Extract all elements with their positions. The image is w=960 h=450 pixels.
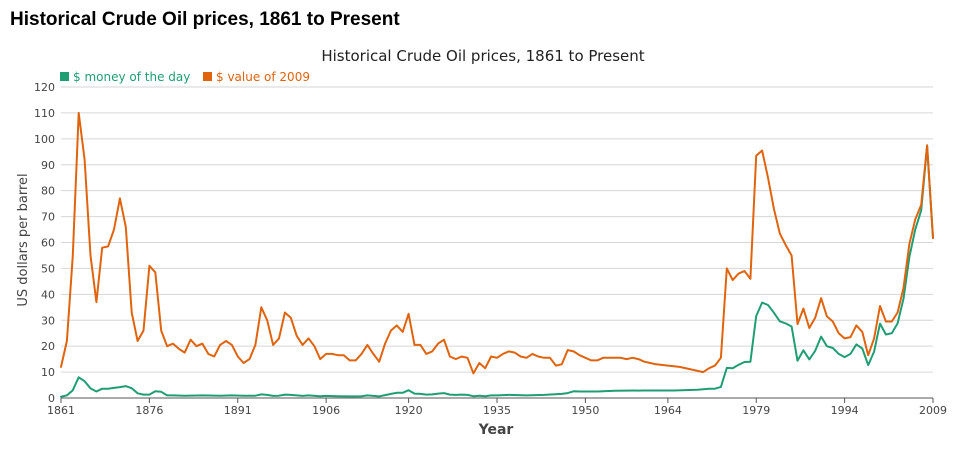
x-axis-title: Year — [478, 422, 514, 438]
legend: $ money of the day $ value of 2009 — [60, 70, 310, 84]
x-tick-label-2009: 2009 — [919, 404, 947, 417]
y-tick-label-120: 120 — [34, 81, 55, 94]
series-lines — [60, 111, 934, 398]
x-tick-label-1861: 1861 — [47, 404, 75, 417]
y-tick-label-40: 40 — [41, 288, 55, 301]
y-tick-label-10: 10 — [41, 366, 55, 379]
legend-item-value-of-2009[interactable]: $ value of 2009 — [203, 70, 310, 84]
series-line-money-of-the-day — [60, 144, 934, 398]
x-tick-label-1994: 1994 — [831, 404, 859, 417]
y-axis-ticks: 0 10 20 30 40 50 60 70 80 90 100 110 120 — [34, 81, 55, 405]
y-tick-label-70: 70 — [41, 211, 55, 224]
y-tick-label-110: 110 — [34, 107, 55, 120]
x-tick-label-1906: 1906 — [312, 404, 340, 417]
grid — [61, 86, 933, 373]
x-tick-label-1891: 1891 — [224, 404, 252, 417]
x-tick-label-1979: 1979 — [742, 404, 770, 417]
x-tick-label-1950: 1950 — [571, 404, 599, 417]
y-tick-label-80: 80 — [41, 185, 55, 198]
legend-label-money-of-the-day: $ money of the day — [73, 70, 190, 84]
legend-item-money-of-the-day[interactable]: $ money of the day — [60, 70, 190, 84]
y-tick-label-90: 90 — [41, 159, 55, 172]
page-title: Historical Crude Oil prices, 1861 to Pre… — [10, 9, 400, 30]
y-tick-label-0: 0 — [48, 392, 55, 405]
y-axis-title: US dollars per barrel — [16, 173, 31, 306]
x-tick-label-1964: 1964 — [654, 404, 682, 417]
x-tick-label-1935: 1935 — [483, 404, 511, 417]
x-axis: 1861 1876 1891 1906 1920 1935 1950 1964 1979 1994… — [47, 397, 947, 417]
y-tick-label-30: 30 — [41, 314, 55, 327]
y-tick-label-60: 60 — [41, 237, 55, 250]
legend-swatch-value-of-2009 — [203, 72, 212, 81]
series-line-value-of-2009 — [60, 111, 934, 375]
x-tick-label-1920: 1920 — [395, 404, 423, 417]
x-tick-label-1876: 1876 — [135, 404, 163, 417]
legend-swatch-money-of-the-day — [60, 72, 69, 81]
legend-label-value-of-2009: $ value of 2009 — [216, 70, 310, 84]
y-tick-label-20: 20 — [41, 340, 55, 353]
y-tick-label-50: 50 — [41, 262, 55, 275]
y-tick-label-100: 100 — [34, 133, 55, 146]
chart-title: Historical Crude Oil prices, 1861 to Pre… — [321, 47, 644, 65]
